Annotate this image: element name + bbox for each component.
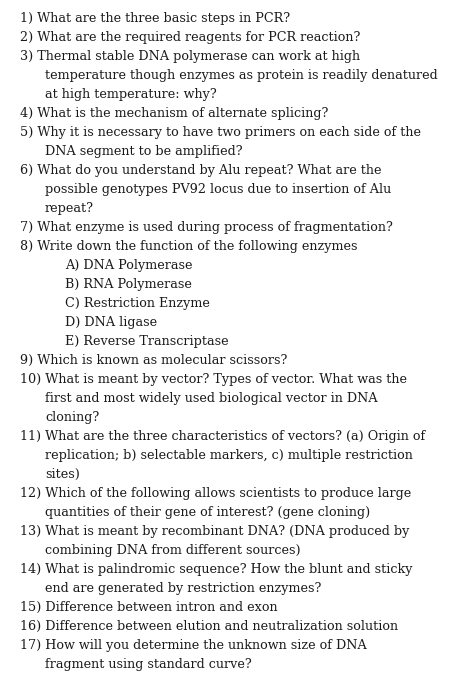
Text: B) RNA Polymerase: B) RNA Polymerase: [65, 278, 192, 291]
Text: 13) What is meant by recombinant DNA? (DNA produced by: 13) What is meant by recombinant DNA? (D…: [20, 525, 409, 538]
Text: quantities of their gene of interest? (gene cloning): quantities of their gene of interest? (g…: [45, 506, 370, 519]
Text: 11) What are the three characteristics of vectors? (a) Origin of: 11) What are the three characteristics o…: [20, 430, 425, 443]
Text: 1) What are the three basic steps in PCR?: 1) What are the three basic steps in PCR…: [20, 12, 290, 25]
Text: DNA segment to be amplified?: DNA segment to be amplified?: [45, 145, 243, 158]
Text: C) Restriction Enzyme: C) Restriction Enzyme: [65, 297, 210, 310]
Text: 8) Write down the function of the following enzymes: 8) Write down the function of the follow…: [20, 240, 357, 253]
Text: 7) What enzyme is used during process of fragmentation?: 7) What enzyme is used during process of…: [20, 221, 393, 234]
Text: replication; b) selectable markers, c) multiple restriction: replication; b) selectable markers, c) m…: [45, 449, 413, 462]
Text: at high temperature: why?: at high temperature: why?: [45, 88, 217, 101]
Text: A) DNA Polymerase: A) DNA Polymerase: [65, 259, 192, 272]
Text: 4) What is the mechanism of alternate splicing?: 4) What is the mechanism of alternate sp…: [20, 107, 329, 120]
Text: 5) Why it is necessary to have two primers on each side of the: 5) Why it is necessary to have two prime…: [20, 126, 421, 139]
Text: cloning?: cloning?: [45, 411, 99, 424]
Text: 2) What are the required reagents for PCR reaction?: 2) What are the required reagents for PC…: [20, 31, 361, 44]
Text: 9) Which is known as molecular scissors?: 9) Which is known as molecular scissors?: [20, 354, 287, 367]
Text: 15) Difference between intron and exon: 15) Difference between intron and exon: [20, 601, 277, 614]
Text: 12) Which of the following allows scientists to produce large: 12) Which of the following allows scient…: [20, 487, 411, 500]
Text: 10) What is meant by vector? Types of vector. What was the: 10) What is meant by vector? Types of ve…: [20, 373, 407, 386]
Text: 17) How will you determine the unknown size of DNA: 17) How will you determine the unknown s…: [20, 639, 367, 652]
Text: sites): sites): [45, 468, 80, 481]
Text: D) DNA ligase: D) DNA ligase: [65, 316, 157, 329]
Text: 3) Thermal stable DNA polymerase can work at high: 3) Thermal stable DNA polymerase can wor…: [20, 50, 360, 63]
Text: fragment using standard curve?: fragment using standard curve?: [45, 658, 252, 671]
Text: temperature though enzymes as protein is readily denatured: temperature though enzymes as protein is…: [45, 69, 438, 82]
Text: end are generated by restriction enzymes?: end are generated by restriction enzymes…: [45, 582, 321, 595]
Text: possible genotypes PV92 locus due to insertion of Alu: possible genotypes PV92 locus due to ins…: [45, 183, 391, 196]
Text: E) Reverse Transcriptase: E) Reverse Transcriptase: [65, 335, 228, 348]
Text: 14) What is palindromic sequence? How the blunt and sticky: 14) What is palindromic sequence? How th…: [20, 563, 413, 576]
Text: repeat?: repeat?: [45, 202, 94, 215]
Text: 16) Difference between elution and neutralization solution: 16) Difference between elution and neutr…: [20, 620, 398, 633]
Text: 6) What do you understand by Alu repeat? What are the: 6) What do you understand by Alu repeat?…: [20, 164, 382, 177]
Text: first and most widely used biological vector in DNA: first and most widely used biological ve…: [45, 392, 377, 405]
Text: combining DNA from different sources): combining DNA from different sources): [45, 544, 301, 557]
